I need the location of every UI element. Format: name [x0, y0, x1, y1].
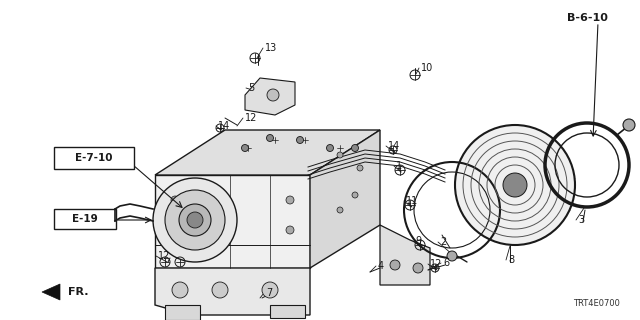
- Circle shape: [455, 125, 575, 245]
- Circle shape: [172, 282, 188, 298]
- Polygon shape: [155, 268, 310, 315]
- Circle shape: [262, 282, 278, 298]
- Text: 1: 1: [396, 161, 402, 171]
- Circle shape: [326, 145, 333, 151]
- Polygon shape: [270, 305, 305, 318]
- Text: 5: 5: [248, 83, 254, 93]
- Polygon shape: [380, 225, 430, 285]
- Circle shape: [212, 282, 228, 298]
- Circle shape: [357, 165, 363, 171]
- Polygon shape: [155, 175, 310, 268]
- Circle shape: [352, 192, 358, 198]
- Circle shape: [337, 152, 343, 158]
- Circle shape: [286, 196, 294, 204]
- Circle shape: [390, 260, 400, 270]
- Circle shape: [413, 263, 423, 273]
- Text: 14: 14: [218, 121, 230, 131]
- Circle shape: [267, 89, 279, 101]
- Polygon shape: [155, 130, 380, 175]
- Circle shape: [286, 226, 294, 234]
- Circle shape: [296, 137, 303, 143]
- Text: 12: 12: [158, 251, 170, 261]
- Circle shape: [337, 207, 343, 213]
- Polygon shape: [42, 284, 60, 300]
- Circle shape: [165, 190, 225, 250]
- Circle shape: [266, 134, 273, 141]
- Circle shape: [153, 178, 237, 262]
- Text: 8: 8: [508, 255, 514, 265]
- Circle shape: [179, 204, 211, 236]
- Text: 7: 7: [266, 288, 272, 298]
- Circle shape: [351, 145, 358, 151]
- Text: FR.: FR.: [68, 287, 88, 297]
- Text: 3: 3: [578, 215, 584, 225]
- Circle shape: [503, 173, 527, 197]
- Polygon shape: [245, 78, 295, 115]
- Circle shape: [241, 145, 248, 151]
- Text: 4: 4: [378, 261, 384, 271]
- Text: B-6-10: B-6-10: [567, 13, 608, 23]
- Text: 12: 12: [430, 259, 442, 269]
- Circle shape: [447, 251, 457, 261]
- Circle shape: [623, 119, 635, 131]
- Text: E-7-10: E-7-10: [76, 153, 113, 163]
- Text: 2: 2: [440, 237, 446, 247]
- Circle shape: [171, 196, 179, 204]
- Text: 11: 11: [406, 196, 419, 206]
- Circle shape: [171, 226, 179, 234]
- Polygon shape: [310, 130, 380, 268]
- Text: 14: 14: [388, 141, 400, 151]
- Text: 13: 13: [265, 43, 277, 53]
- Text: E-19: E-19: [72, 214, 98, 224]
- Text: 6: 6: [443, 258, 449, 268]
- Polygon shape: [165, 305, 200, 320]
- Text: 10: 10: [421, 63, 433, 73]
- Text: 9: 9: [415, 236, 421, 246]
- Circle shape: [187, 212, 203, 228]
- Text: TRT4E0700: TRT4E0700: [573, 299, 620, 308]
- Text: 12: 12: [245, 113, 257, 123]
